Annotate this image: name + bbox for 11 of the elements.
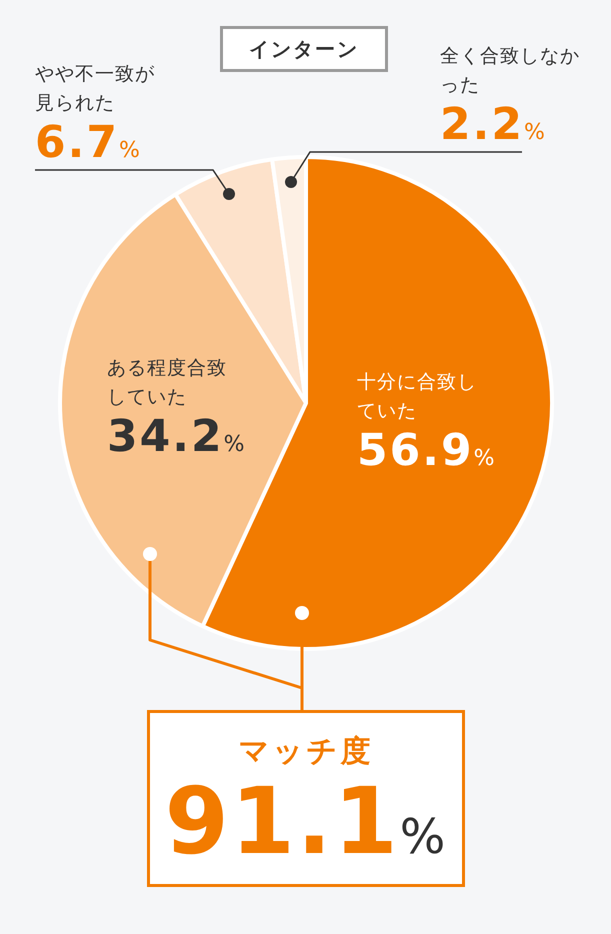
text: マッチ度 — [238, 733, 374, 771]
text: 91.1% — [164, 768, 448, 877]
data-label: 2.2% — [440, 99, 546, 152]
chart-title: インターン — [220, 26, 388, 72]
slice-label: ある程度合致していた — [107, 356, 228, 410]
data-label: 6.7% — [35, 117, 141, 170]
data-label: 56.9% — [357, 425, 494, 478]
slice-label: 十分に合致していた — [357, 370, 478, 424]
data-label: 34.2% — [107, 411, 244, 464]
slice-label: やや不一致が見られた — [35, 62, 156, 116]
slice-label: 全く合致しなかった — [440, 44, 581, 98]
